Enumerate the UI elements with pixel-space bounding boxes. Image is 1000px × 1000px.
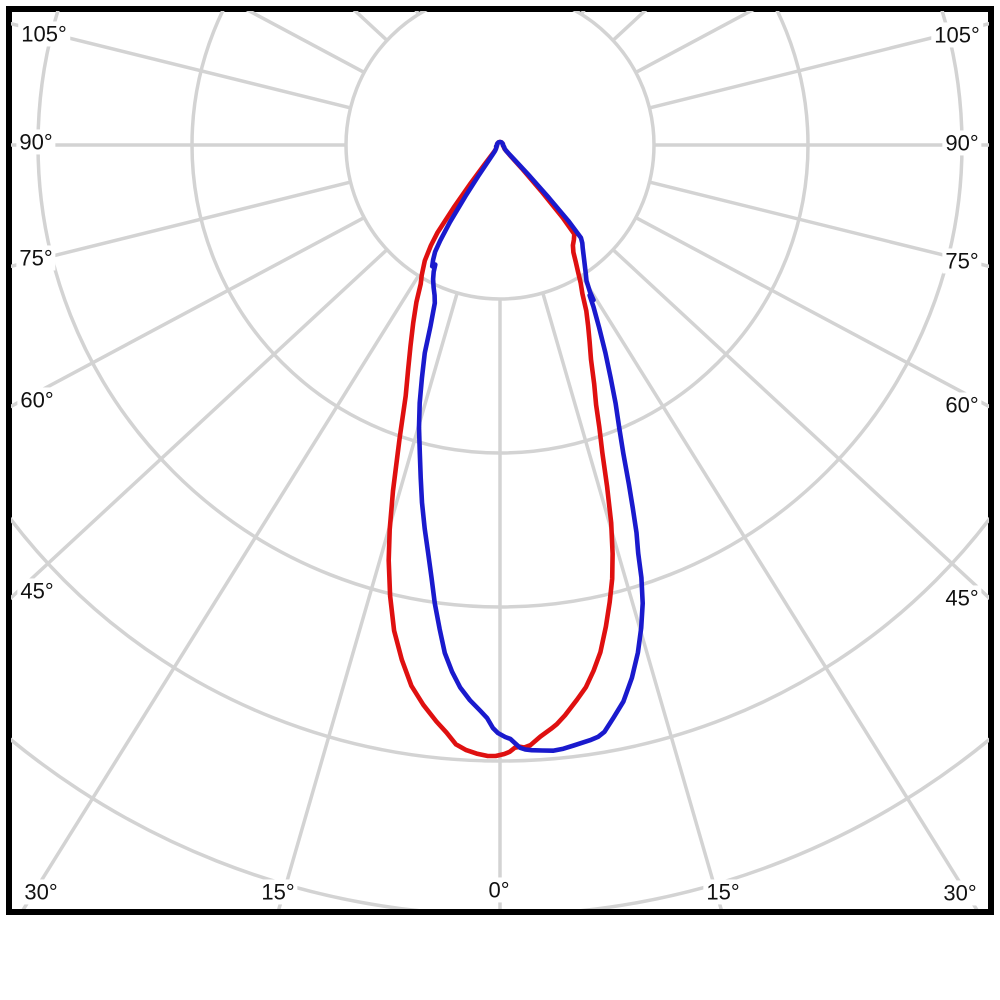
gamma-angle-label: 75° (16, 245, 56, 271)
polar-grid-radial-line (11, 216, 365, 409)
gamma-angle-label: 30° (940, 880, 980, 906)
gamma-angle-label: 105° (18, 21, 70, 47)
polar-grid-radial-line (11, 180, 350, 269)
gamma-angle-label: 60° (942, 392, 982, 418)
polar-grid-radial-line (635, 216, 989, 409)
polar-grid-ring (190, 11, 810, 455)
polar-grid-radial-line (541, 293, 723, 909)
gamma-angle-label: 30° (21, 879, 61, 905)
polar-grid-radial-line (11, 21, 350, 110)
gamma-angle-label: 90° (16, 129, 56, 155)
gamma-angle-label: 45° (17, 578, 57, 604)
polar-grid-ring (344, 11, 656, 301)
curve-c90-c270 (416, 139, 645, 753)
gamma-angle-label: 15° (703, 879, 743, 905)
polar-grid-radial-line (580, 275, 979, 909)
polar-grid-radial-line (11, 249, 388, 601)
polar-grid-radial-line (612, 249, 989, 601)
legend: cd/klm C0 - C180 C90 - C270 η=100% (0, 916, 1000, 1000)
polar-grid-radial-line (277, 293, 459, 909)
polar-grid-radial-line (650, 180, 989, 269)
intensity-curves (386, 139, 645, 759)
gamma-angle-label: 0° (485, 877, 513, 903)
gamma-angle-label: 60° (17, 387, 57, 413)
polar-grid-ring (11, 516, 989, 763)
gamma-angle-label: 75° (942, 248, 982, 274)
gamma-angle-label: 105° (931, 22, 983, 48)
polar-grid-radial-line (650, 21, 989, 110)
gamma-angle-label: 15° (258, 879, 298, 905)
polar-grid-radial-line (21, 275, 420, 909)
gamma-angle-label: 90° (942, 130, 982, 156)
gamma-angle-label: 45° (942, 585, 982, 611)
